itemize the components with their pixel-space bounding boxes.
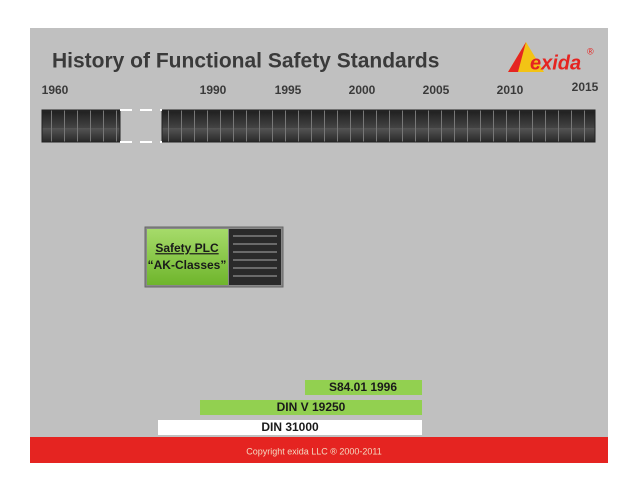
standard-label: DIN V 19250 [277, 400, 346, 414]
footer-band [30, 437, 608, 463]
year-label: 1995 [275, 83, 302, 97]
year-label: 2000 [349, 83, 376, 97]
logo-mark: ® [587, 46, 594, 56]
year-label: 1990 [200, 83, 227, 97]
standards: S84.01 1996 DIN V 19250 DIN 31000 [158, 380, 422, 435]
year-labels: 1960 1990 1995 2000 2005 2010 2015 [42, 80, 599, 97]
callout: Safety PLC “AK-Classes” [144, 226, 284, 288]
year-label: 2015 [572, 80, 599, 94]
standard-label: DIN 31000 [261, 420, 319, 434]
footer-text: Copyright exida LLC ® 2000-2011 [246, 446, 382, 456]
year-label: 2005 [423, 83, 450, 97]
timeline-strip [41, 109, 596, 143]
standard-label: S84.01 1996 [329, 380, 397, 394]
callout-line: “AK-Classes” [148, 258, 227, 272]
callout-line: Safety PLC [155, 241, 219, 255]
year-label: 1960 [42, 83, 69, 97]
slide-title: History of Functional Safety Standards [52, 50, 439, 73]
year-label: 2010 [497, 83, 524, 97]
logo-text: exida [530, 52, 581, 74]
logo: exida ® [508, 42, 594, 74]
